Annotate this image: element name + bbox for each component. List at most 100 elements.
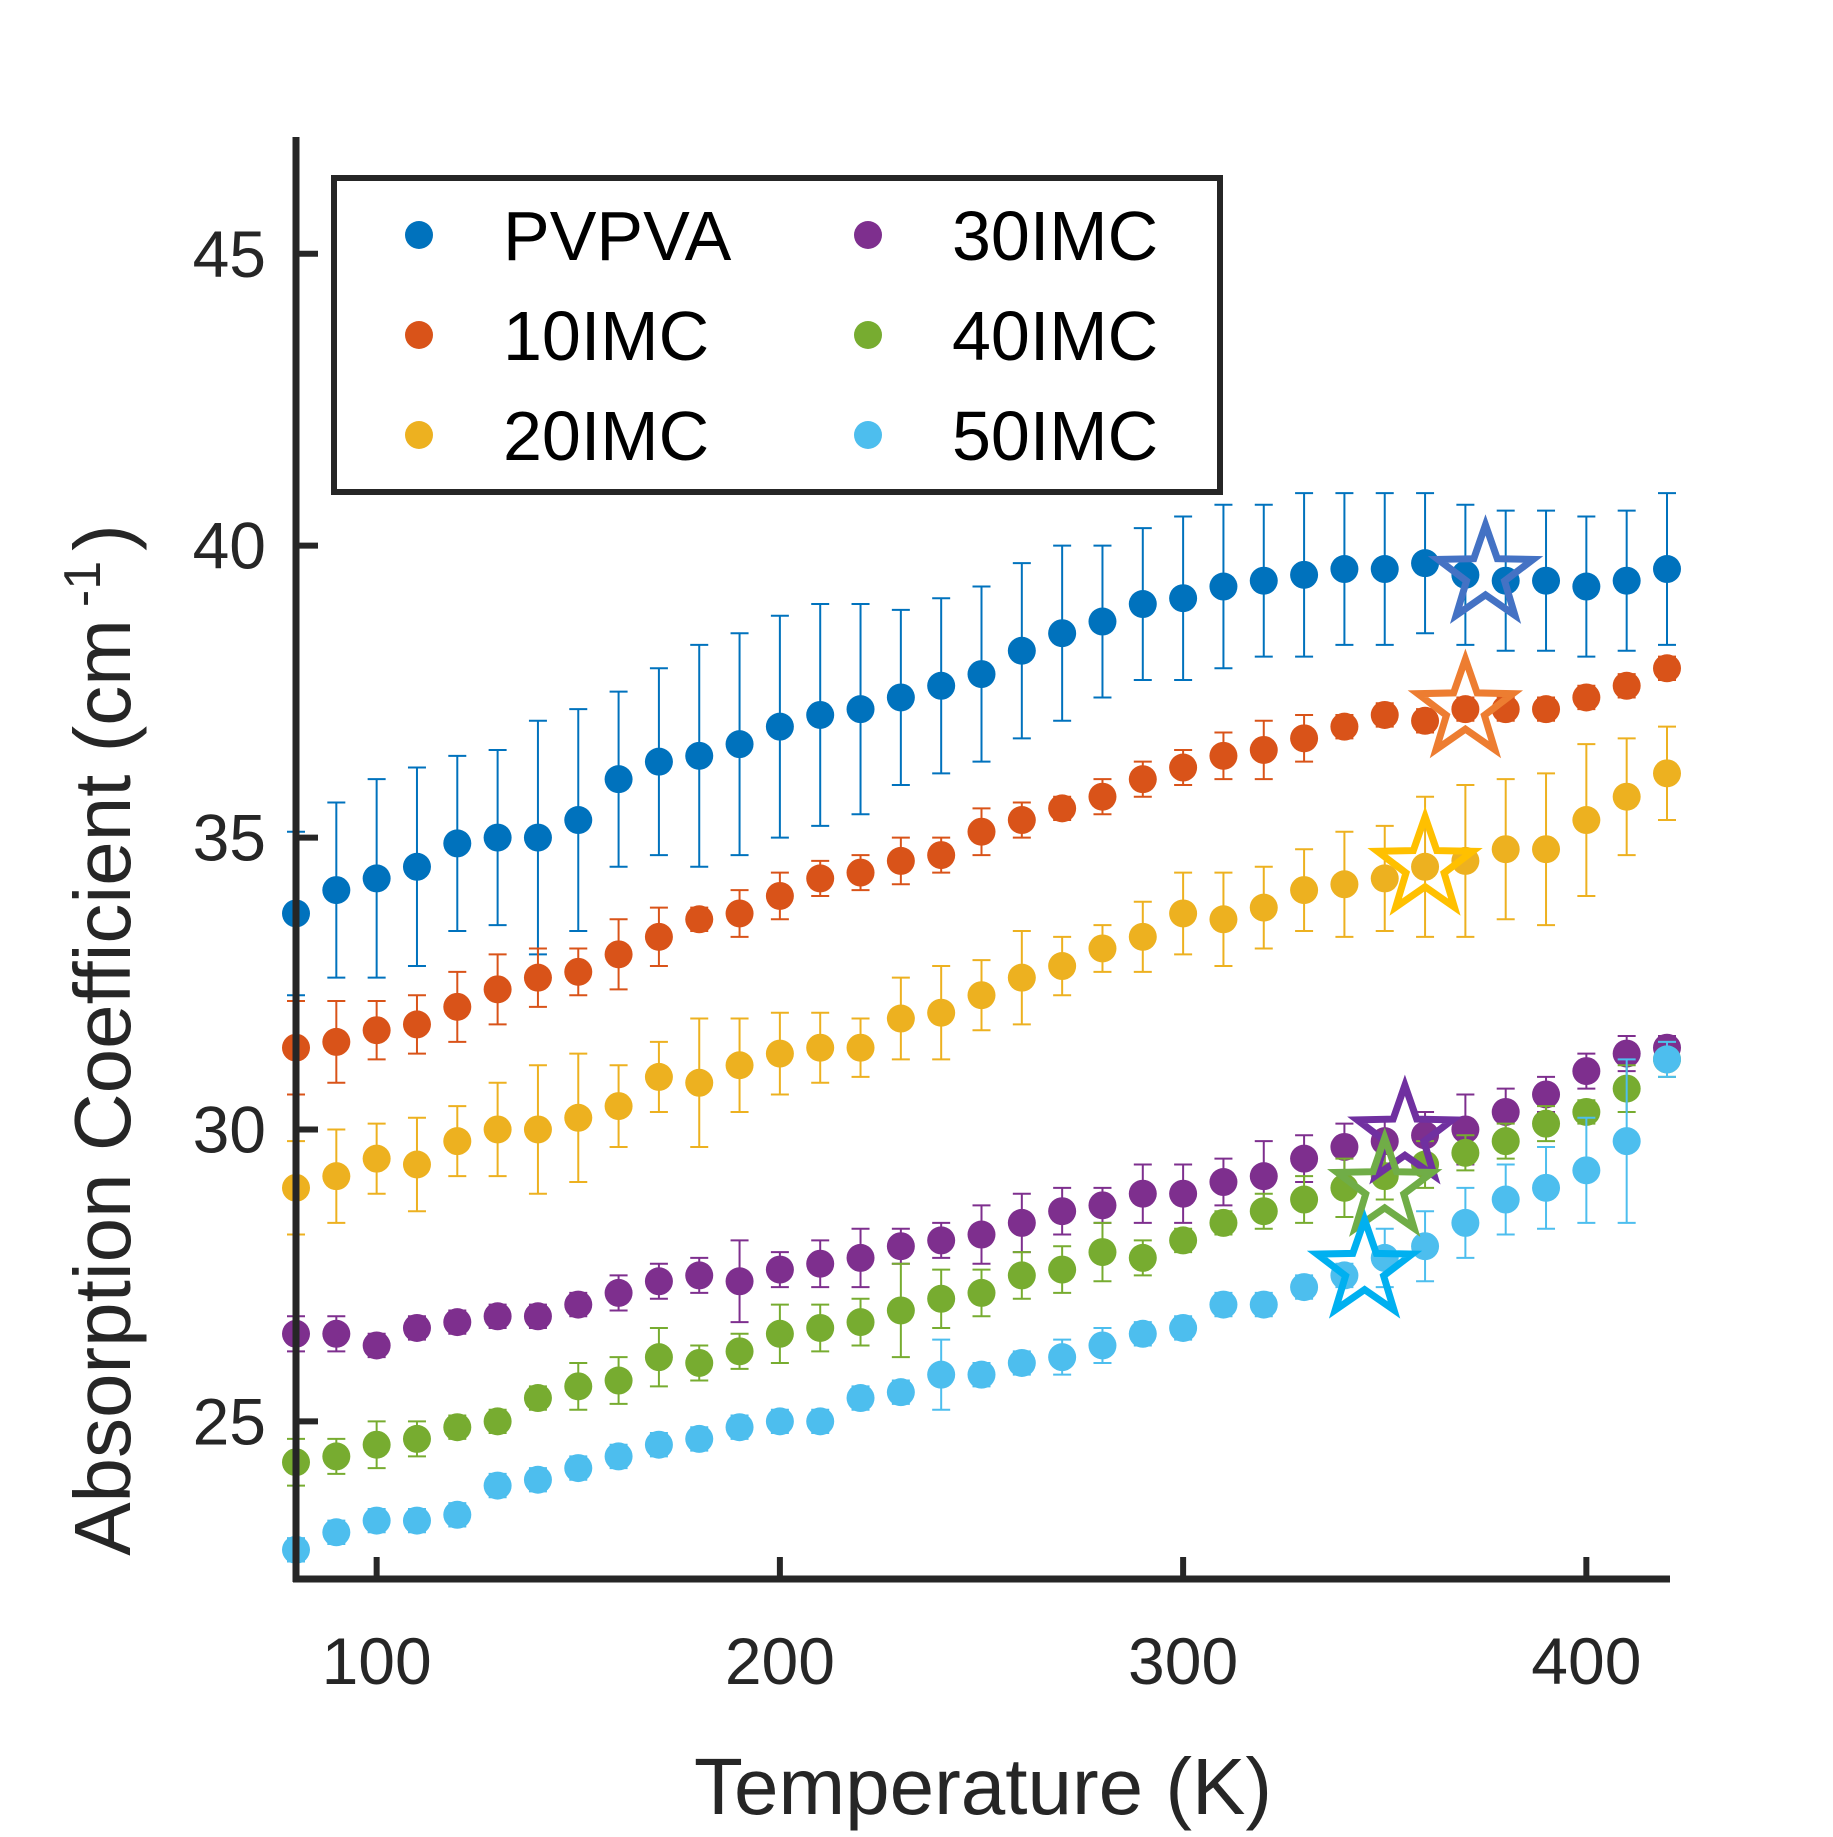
data-point <box>443 1308 472 1337</box>
data-point <box>886 846 915 875</box>
data-point <box>1249 1290 1278 1319</box>
data-point <box>523 823 552 852</box>
legend-item: 10IMC <box>405 297 709 375</box>
data-point <box>322 1518 351 1547</box>
data-point <box>604 1278 633 1307</box>
legend-marker <box>854 221 882 249</box>
data-point <box>1290 724 1319 753</box>
data-point <box>483 1471 512 1500</box>
data-point <box>1209 905 1238 934</box>
data-point <box>1290 876 1319 905</box>
data-point <box>322 1162 351 1191</box>
data-point <box>1330 870 1359 899</box>
data-point <box>483 975 512 1004</box>
data-point <box>806 864 835 893</box>
legend-item: 50IMC <box>854 397 1158 475</box>
data-point <box>1411 1121 1440 1150</box>
data-point <box>362 864 391 893</box>
data-point <box>322 1027 351 1056</box>
series-10IMC <box>282 654 1681 1096</box>
data-point <box>846 695 875 724</box>
data-point <box>322 876 351 905</box>
data-point <box>765 1407 794 1436</box>
legend-marker <box>405 221 433 249</box>
data-point <box>886 683 915 712</box>
data-point <box>604 1442 633 1471</box>
data-point <box>806 1033 835 1062</box>
data-point <box>523 1302 552 1331</box>
data-point <box>765 1039 794 1068</box>
data-point <box>685 1348 714 1377</box>
data-point <box>846 858 875 887</box>
data-point <box>564 1290 593 1319</box>
data-point <box>1128 1243 1157 1272</box>
data-point <box>1572 1097 1601 1126</box>
data-point <box>765 881 794 910</box>
legend-box <box>331 175 1223 495</box>
data-point <box>402 1150 431 1179</box>
data-point <box>644 1267 673 1296</box>
data-point <box>1128 765 1157 794</box>
data-point <box>1330 712 1359 741</box>
series-20IMC <box>282 725 1681 1236</box>
star-marker <box>1327 1127 1443 1237</box>
data-point <box>1007 1208 1036 1237</box>
y-axis-title-superscript: -1 <box>54 561 112 607</box>
data-point <box>644 1062 673 1091</box>
data-point <box>927 671 956 700</box>
data-point <box>1451 1115 1480 1144</box>
data-point <box>806 1249 835 1278</box>
star-marker <box>1306 1208 1423 1319</box>
data-point <box>886 1232 915 1261</box>
y-tick-label: 35 <box>193 801 266 875</box>
data-point <box>806 1313 835 1342</box>
data-point <box>1411 852 1440 881</box>
data-point <box>1048 794 1077 823</box>
data-point <box>1209 572 1238 601</box>
data-point <box>1572 806 1601 835</box>
legend-label: 20IMC <box>503 397 709 475</box>
legend-marker <box>854 421 882 449</box>
data-point <box>846 1384 875 1413</box>
data-point <box>362 1331 391 1360</box>
data-point <box>443 1500 472 1529</box>
data-point <box>1653 555 1681 584</box>
data-point <box>443 1127 472 1156</box>
legend-label: PVPVA <box>503 197 732 275</box>
data-point <box>1532 566 1561 595</box>
series-50IMC <box>282 1040 1681 1564</box>
y-axis-title-close: ) <box>58 524 147 551</box>
data-point <box>725 1267 754 1296</box>
legend-marker <box>405 421 433 449</box>
data-point <box>1088 782 1117 811</box>
data-point <box>523 1465 552 1494</box>
data-point <box>1249 1162 1278 1191</box>
data-point <box>1290 1144 1319 1173</box>
data-point <box>402 1424 431 1453</box>
data-point <box>1612 566 1641 595</box>
data-point <box>765 1255 794 1284</box>
legend-item: 30IMC <box>854 197 1158 275</box>
data-point <box>1290 1273 1319 1302</box>
data-point <box>967 1360 996 1389</box>
data-point <box>1491 1097 1520 1126</box>
legend-label: 50IMC <box>952 397 1158 475</box>
data-point <box>1532 1173 1561 1202</box>
data-point <box>685 1424 714 1453</box>
data-point <box>1411 706 1440 735</box>
y-tick-label: 45 <box>193 217 266 291</box>
axes <box>292 137 1670 1583</box>
data-point <box>1612 1127 1641 1156</box>
legend-label: 10IMC <box>503 297 709 375</box>
x-axis-title: Temperature (K) <box>694 1742 1272 1831</box>
data-point <box>1653 654 1681 683</box>
data-point <box>1370 555 1399 584</box>
data-point <box>1451 695 1480 724</box>
data-point <box>1653 759 1681 788</box>
data-point <box>362 1430 391 1459</box>
plot-area <box>282 492 1681 1564</box>
tick-marks: 100 200 300 400 25 30 35 40 45 <box>193 217 1642 1698</box>
data-point <box>443 1413 472 1442</box>
data-point <box>1088 1331 1117 1360</box>
data-point <box>725 1051 754 1080</box>
